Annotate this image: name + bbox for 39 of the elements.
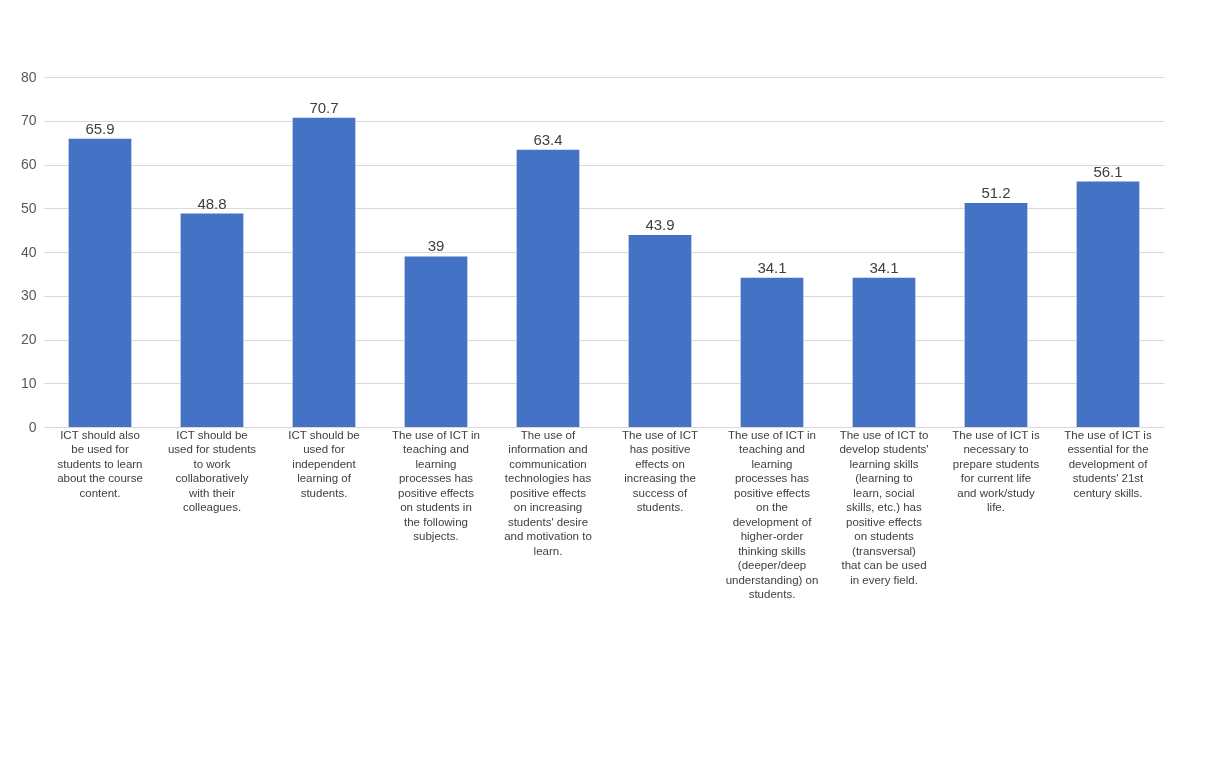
- category-label: The use of information and communication technologies has positive effects on increasing students' desire and motivation to learn.: [504, 428, 592, 557]
- y-tick-label: 10: [20, 374, 37, 391]
- data-label: 56.1: [1093, 162, 1123, 180]
- data-label: 43.9: [645, 215, 675, 233]
- data-label: 70.7: [309, 98, 339, 116]
- y-tick-label: 70: [20, 112, 37, 129]
- x-tick-label: The use of ICT is necessary to prepare students for current life and work/study life.: [952, 428, 1040, 513]
- data-label: 51.2: [981, 184, 1011, 201]
- x-tick-label: ICT should be used for independent learning of students.: [288, 428, 360, 499]
- y-tick-label: 30: [20, 287, 37, 304]
- bar: [740, 277, 804, 427]
- bar: [964, 203, 1028, 427]
- x-tick-label: The use of ICT in teaching and learning processes has positive effects on students in the following subjects.: [392, 428, 480, 542]
- y-tick-label: 0: [28, 418, 37, 435]
- y-tick-label: 20: [20, 331, 37, 347]
- bar: [292, 117, 356, 427]
- data-label: 48.8: [197, 194, 227, 212]
- data-label: 34.1: [869, 258, 899, 276]
- x-tick-label: ICT should also be used for students to learn about the course content.: [57, 428, 143, 499]
- bar: [852, 277, 916, 427]
- bar: [180, 213, 244, 427]
- x-tick-label: ICT should be used for students to work collaboratively with their colleagues.: [167, 428, 257, 513]
- data-label: 39: [427, 237, 445, 255]
- y-tick-label: 40: [20, 243, 37, 260]
- y-tick-label: 50: [20, 199, 37, 216]
- bar: [404, 256, 468, 427]
- y-tick-label: 80: [20, 68, 37, 85]
- bar: [68, 138, 132, 427]
- y-tick-label: 60: [20, 156, 37, 172]
- category-label: The use of ICT to develop students' learning skills (learning to learn, social skills, etc.) has positive effects on students (transversal) that can be used in every field.: [839, 428, 929, 586]
- data-label: 65.9: [85, 119, 115, 137]
- bar: [628, 234, 692, 427]
- x-tick-label: The use of ICT has positive effects on increasing the success of students.: [621, 428, 699, 513]
- bar: [516, 149, 580, 427]
- x-tick-label: The use of ICT is essential for the development of students' 21st century skills.: [1064, 428, 1152, 499]
- data-label: 34.1: [757, 258, 787, 276]
- data-label: 63.4: [533, 130, 563, 148]
- bar: [1076, 181, 1140, 427]
- category-label: The use of ICT in teaching and learning processes has positive effects on the development of higher-order thinking skills (deeper/deep understanding) on students.: [725, 428, 819, 600]
